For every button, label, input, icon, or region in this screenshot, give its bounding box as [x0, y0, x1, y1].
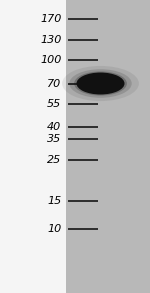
Ellipse shape: [62, 66, 139, 101]
Text: 130: 130: [40, 35, 62, 45]
Ellipse shape: [74, 71, 127, 96]
FancyBboxPatch shape: [0, 0, 66, 293]
Text: 170: 170: [40, 14, 62, 24]
Text: 35: 35: [47, 134, 62, 144]
Text: 55: 55: [47, 99, 62, 109]
Text: 70: 70: [47, 79, 62, 88]
Text: 40: 40: [47, 122, 62, 132]
Text: 100: 100: [40, 55, 62, 65]
Text: 10: 10: [47, 224, 62, 234]
Ellipse shape: [76, 72, 124, 95]
Text: 25: 25: [47, 155, 62, 165]
Text: 15: 15: [47, 196, 62, 206]
Ellipse shape: [69, 69, 132, 98]
FancyBboxPatch shape: [66, 0, 150, 293]
